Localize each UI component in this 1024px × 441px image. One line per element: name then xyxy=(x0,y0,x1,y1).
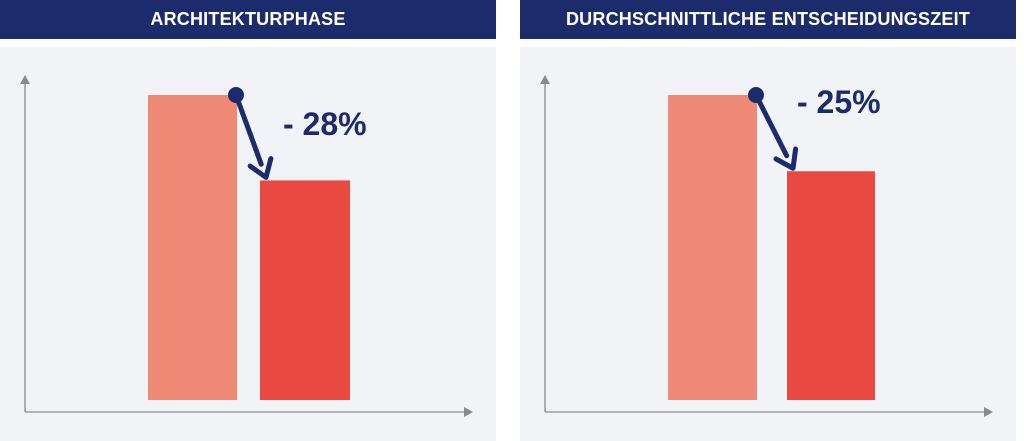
decrease-arrow-head xyxy=(247,156,274,180)
y-axis-arrowhead xyxy=(540,75,550,84)
plot-area xyxy=(520,47,1016,441)
x-axis-arrowhead xyxy=(984,407,993,417)
bar-chart: - 28% xyxy=(20,75,473,417)
decrease-arrow-head xyxy=(773,146,799,171)
chart-panel-entscheidungszeit: DURCHSCHNITTLICHE ENTSCHEIDUNGSZEIT - 25… xyxy=(520,0,1016,441)
bar-after xyxy=(260,180,350,400)
bar-after xyxy=(787,171,875,400)
y-axis-arrowhead xyxy=(20,75,30,84)
change-label: - 28% xyxy=(283,106,367,142)
bar-chart: - 25% xyxy=(540,75,993,417)
decrease-arrow xyxy=(753,92,790,159)
x-axis-arrowhead xyxy=(464,407,473,417)
decrease-arrow xyxy=(233,92,264,167)
plot-area xyxy=(0,47,496,441)
change-label: - 25% xyxy=(797,84,881,120)
bar-before xyxy=(148,95,237,400)
bar-before xyxy=(668,95,757,400)
chart-panel-architekturphase: ARCHITEKTURPHASE - 28% xyxy=(0,0,496,441)
chart-title: ARCHITEKTURPHASE xyxy=(0,0,496,39)
chart-title: DURCHSCHNITTLICHE ENTSCHEIDUNGSZEIT xyxy=(520,0,1016,39)
